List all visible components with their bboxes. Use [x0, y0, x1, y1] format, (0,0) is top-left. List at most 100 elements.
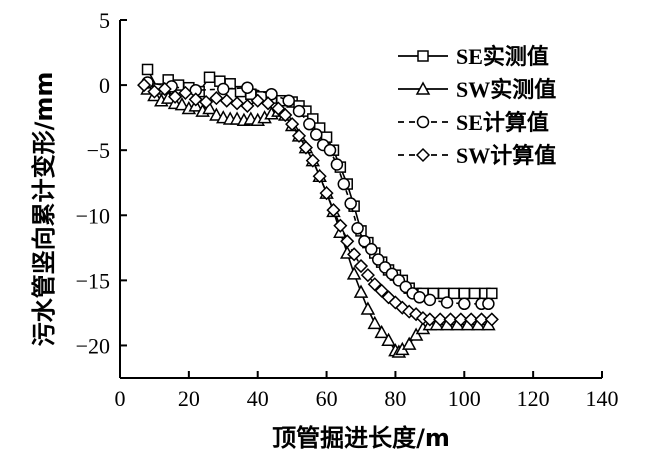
data-point-circle — [282, 94, 295, 107]
data-point-circle — [309, 128, 323, 141]
series-triangle — [140, 81, 496, 358]
data-point-circle — [241, 81, 254, 94]
legend-label: SE实测值 — [456, 44, 549, 69]
data-point-diamond — [484, 312, 499, 327]
data-point-triangle — [174, 97, 190, 111]
data-point-diamond — [433, 312, 448, 327]
data-point-circle — [358, 235, 371, 248]
data-point-diamond — [291, 128, 307, 143]
data-point-diamond — [260, 96, 276, 111]
y-tick-label: 5 — [99, 8, 110, 33]
data-point-diamond — [360, 268, 375, 283]
x-tick-label: 100 — [448, 386, 481, 411]
data-point-diamond — [453, 312, 468, 327]
data-point-diamond — [367, 277, 382, 292]
data-point-circle — [423, 293, 437, 307]
data-point-diamond — [219, 93, 234, 108]
legend-entry: SE计算值 — [398, 110, 549, 135]
y-tick-label: −15 — [76, 268, 110, 293]
data-point-triangle — [367, 315, 383, 330]
data-point-square — [458, 287, 471, 300]
data-point-triangle — [346, 266, 362, 280]
data-point-diamond — [443, 312, 458, 327]
legend-entry: SE实测值 — [398, 44, 549, 69]
legend-marker-square — [417, 50, 429, 62]
data-point-diamond — [285, 117, 300, 132]
data-point-diamond — [340, 234, 355, 249]
series-circle — [141, 76, 495, 311]
data-point-circle — [458, 297, 471, 311]
data-point-triangle — [401, 336, 417, 350]
data-point-square — [486, 287, 498, 300]
legend-entry: SW实测值 — [398, 77, 556, 102]
data-point-diamond — [250, 93, 265, 108]
data-point-diamond — [209, 91, 224, 106]
data-point-circle — [330, 158, 344, 171]
data-point-circle — [365, 242, 378, 256]
data-point-triangle — [353, 284, 369, 298]
legend-label: SW计算值 — [456, 143, 556, 168]
legend-entry: SW计算值 — [398, 143, 556, 168]
data-point-diamond — [374, 283, 389, 298]
legend-label: SE计算值 — [456, 110, 549, 135]
data-point-diamond — [229, 96, 245, 111]
data-point-triangle — [381, 332, 396, 346]
data-point-square — [141, 63, 154, 76]
legend-marker-triangle — [415, 81, 431, 95]
legend: SE实测值 SW实测值 SE计算值 SW计算值 — [398, 44, 556, 168]
x-tick-label: 120 — [517, 386, 550, 411]
data-point-circle — [413, 291, 426, 304]
data-point-diamond — [240, 98, 255, 113]
series-layer — [137, 63, 499, 358]
data-point-triangle — [374, 324, 389, 339]
data-point-circle — [344, 197, 357, 210]
data-point-diamond — [188, 92, 203, 107]
legend-marker-diamond — [415, 147, 431, 163]
ticks: 0 20 40 60 80 100 120 140 5 0 −5 −10 −15 −20 — [76, 8, 619, 411]
data-point-circle — [440, 296, 454, 309]
x-tick-label: 20 — [178, 386, 200, 411]
y-axis-label: 污水管竖向累计变形/mm — [30, 72, 58, 347]
x-tick-label: 80 — [384, 386, 406, 411]
x-tick-label: 40 — [247, 386, 269, 411]
data-point-diamond — [464, 312, 479, 327]
axes — [119, 20, 602, 379]
data-point-square — [468, 287, 481, 300]
series-diamond — [137, 78, 499, 327]
data-point-diamond — [353, 258, 369, 274]
y-tick-label: −20 — [76, 333, 110, 358]
data-point-diamond — [333, 218, 348, 233]
data-point-circle — [323, 143, 337, 157]
x-tick-label: 0 — [115, 386, 126, 411]
data-point-diamond — [298, 140, 313, 155]
legend-label: SW实测值 — [456, 77, 556, 102]
data-point-square — [448, 287, 460, 300]
data-point-diamond — [199, 94, 214, 110]
data-point-diamond — [157, 81, 172, 97]
legend-marker-circle — [416, 115, 430, 129]
x-tick-label: 140 — [586, 386, 619, 411]
data-point-triangle — [360, 301, 376, 315]
data-point-diamond — [278, 107, 293, 123]
data-point-circle — [217, 82, 230, 96]
data-point-square — [203, 71, 216, 84]
data-point-circle — [482, 297, 495, 311]
data-point-diamond — [178, 85, 193, 100]
x-axis-label: 顶管掘进长度/m — [272, 424, 450, 452]
data-point-diamond — [312, 169, 327, 184]
y-tick-label: −10 — [76, 203, 110, 228]
data-point-diamond — [305, 153, 320, 168]
data-point-circle — [371, 253, 385, 266]
data-point-diamond — [347, 247, 362, 262]
data-point-circle — [351, 222, 364, 235]
data-point-circle — [337, 177, 351, 191]
data-point-diamond — [326, 203, 341, 218]
data-point-diamond — [422, 312, 437, 327]
data-point-circle — [303, 117, 316, 131]
data-point-diamond — [474, 312, 489, 327]
data-point-triangle — [408, 327, 424, 341]
data-point-diamond — [168, 89, 183, 104]
y-tick-label: 0 — [99, 73, 110, 98]
y-tick-label: −5 — [87, 138, 110, 163]
